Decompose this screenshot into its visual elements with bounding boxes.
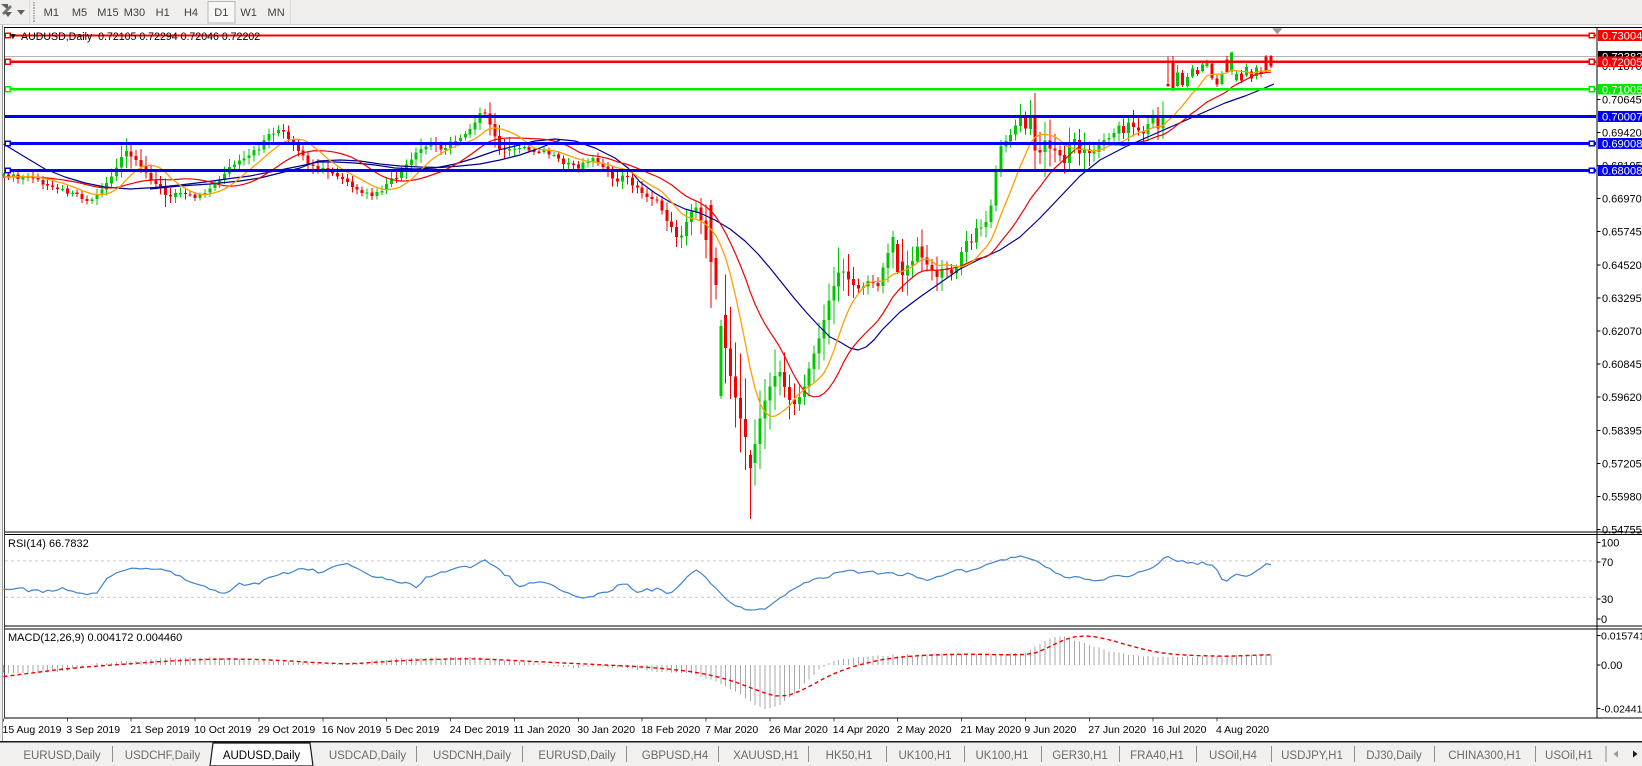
svg-text:USOil,H4: USOil,H4 [1209, 750, 1258, 762]
svg-text:0.69008: 0.69008 [1602, 139, 1642, 151]
svg-text:0.54755: 0.54755 [1602, 525, 1642, 537]
svg-text:9 Jun 2020: 9 Jun 2020 [1024, 724, 1076, 736]
svg-text:HK50,H1: HK50,H1 [826, 750, 873, 762]
svg-text:D1: D1 [214, 7, 228, 19]
svg-text:14 Apr 2020: 14 Apr 2020 [833, 724, 890, 736]
svg-text:100: 100 [1601, 538, 1619, 550]
svg-text:0.69420: 0.69420 [1602, 127, 1642, 139]
svg-text:11 Jan 2020: 11 Jan 2020 [514, 724, 571, 736]
svg-text:USDCHF,Daily: USDCHF,Daily [125, 750, 201, 762]
svg-text:RSI(14) 66.7832: RSI(14) 66.7832 [8, 538, 89, 550]
svg-text:0.72005: 0.72005 [1602, 57, 1642, 69]
svg-text:2 May 2020: 2 May 2020 [897, 724, 952, 736]
svg-text:W1: W1 [240, 7, 257, 19]
svg-text:15 Aug 2019: 15 Aug 2019 [3, 724, 62, 736]
svg-text:24 Dec 2019: 24 Dec 2019 [450, 724, 510, 736]
svg-text:0.63295: 0.63295 [1602, 293, 1642, 305]
svg-text:-0.024412: -0.024412 [1601, 703, 1642, 715]
svg-text:16 Jul 2020: 16 Jul 2020 [1152, 724, 1206, 736]
svg-text:0.66970: 0.66970 [1602, 194, 1642, 206]
svg-text:EURUSD,Daily: EURUSD,Daily [23, 750, 101, 762]
svg-text:30: 30 [1601, 594, 1613, 606]
svg-text:MN: MN [268, 7, 285, 19]
svg-text:21 Sep 2019: 21 Sep 2019 [130, 724, 190, 736]
svg-text:0.68008: 0.68008 [1602, 166, 1642, 178]
svg-text:DJ30,Daily: DJ30,Daily [1366, 750, 1422, 762]
svg-text:0.60845: 0.60845 [1602, 359, 1642, 371]
svg-text:0: 0 [1601, 614, 1607, 626]
svg-text:5 Dec 2019: 5 Dec 2019 [386, 724, 440, 736]
svg-text:0.73004: 0.73004 [1602, 31, 1642, 43]
svg-text:16 Nov 2019: 16 Nov 2019 [322, 724, 382, 736]
svg-text:30 Jan 2020: 30 Jan 2020 [577, 724, 635, 736]
svg-text:UK100,H1: UK100,H1 [975, 750, 1028, 762]
svg-text:CHINA300,H1: CHINA300,H1 [1448, 750, 1521, 762]
svg-text:USOil,H1: USOil,H1 [1545, 750, 1593, 762]
svg-text:USDJPY,H1: USDJPY,H1 [1281, 750, 1343, 762]
svg-text:3 Sep 2019: 3 Sep 2019 [66, 724, 120, 736]
svg-text:M1: M1 [44, 7, 59, 19]
svg-text:0.55980: 0.55980 [1602, 492, 1642, 504]
svg-text:0.57205: 0.57205 [1602, 458, 1642, 470]
svg-text:0.015741: 0.015741 [1601, 631, 1642, 643]
svg-text:0.58395: 0.58395 [1602, 425, 1642, 437]
svg-text:FRA40,H1: FRA40,H1 [1130, 750, 1184, 762]
svg-text:10 Oct 2019: 10 Oct 2019 [194, 724, 251, 736]
svg-text:EURUSD,Daily: EURUSD,Daily [538, 750, 616, 762]
svg-text:H1: H1 [156, 7, 170, 19]
svg-text:0.70645: 0.70645 [1602, 94, 1642, 106]
svg-text:H4: H4 [184, 7, 198, 19]
svg-text:0.59620: 0.59620 [1602, 392, 1642, 404]
svg-text:M15: M15 [97, 7, 118, 19]
svg-text:0.70007: 0.70007 [1602, 112, 1642, 124]
svg-text:18 Feb 2020: 18 Feb 2020 [641, 724, 700, 736]
svg-text:26 Mar 2020: 26 Mar 2020 [769, 724, 828, 736]
svg-text:M30: M30 [124, 7, 145, 19]
svg-text:0.00: 0.00 [1601, 660, 1622, 672]
svg-text:UK100,H1: UK100,H1 [898, 750, 951, 762]
svg-text:21 May 2020: 21 May 2020 [961, 724, 1022, 736]
svg-text:GER30,H1: GER30,H1 [1052, 750, 1108, 762]
svg-text:USDCAD,Daily: USDCAD,Daily [329, 750, 407, 762]
svg-text:70: 70 [1601, 557, 1613, 569]
svg-text:0.71006: 0.71006 [1602, 85, 1642, 97]
svg-text:MACD(12,26,9) 0.004172 0.00446: MACD(12,26,9) 0.004172 0.004460 [8, 632, 182, 644]
svg-text:27 Jun 2020: 27 Jun 2020 [1088, 724, 1146, 736]
svg-text:AUDUSD,Daily: AUDUSD,Daily [223, 750, 301, 762]
svg-text:AUDUSD,Daily 0.72105 0.72294: AUDUSD,Daily 0.72105 0.72294 0.72046 0.7… [21, 31, 260, 43]
svg-text:0.65745: 0.65745 [1602, 227, 1642, 239]
svg-text:M5: M5 [72, 7, 87, 19]
svg-text:4 Aug 2020: 4 Aug 2020 [1216, 724, 1269, 736]
svg-text:GBPUSD,H4: GBPUSD,H4 [642, 750, 709, 762]
svg-text:XAUUSD,H1: XAUUSD,H1 [733, 750, 799, 762]
svg-text:0.64520: 0.64520 [1602, 260, 1642, 272]
svg-text:7 Mar 2020: 7 Mar 2020 [705, 724, 758, 736]
svg-text:0.62070: 0.62070 [1602, 326, 1642, 338]
svg-text:USDCNH,Daily: USDCNH,Daily [433, 750, 511, 762]
svg-text:29 Oct 2019: 29 Oct 2019 [258, 724, 315, 736]
